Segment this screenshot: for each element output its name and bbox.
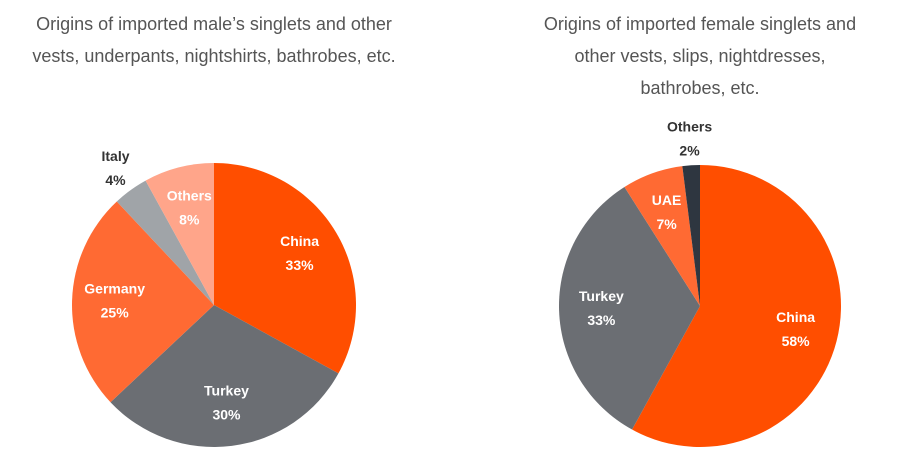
slice-value-label: 33% bbox=[587, 312, 616, 328]
slice-label: China bbox=[280, 233, 319, 249]
pie-slice bbox=[145, 163, 214, 305]
slice-value-label: 4% bbox=[105, 172, 126, 188]
slice-value-label: 2% bbox=[679, 143, 700, 159]
slice-label: China bbox=[776, 309, 815, 325]
slice-label: Turkey bbox=[579, 288, 624, 304]
slice-value-label: 58% bbox=[782, 333, 811, 349]
slice-label: UAE bbox=[652, 192, 682, 208]
slice-label: Others bbox=[167, 187, 212, 203]
slice-value-label: 7% bbox=[656, 216, 677, 232]
slice-label: Others bbox=[667, 119, 712, 135]
pie-slice bbox=[559, 186, 700, 430]
slice-label: Germany bbox=[84, 281, 145, 297]
pie-slice bbox=[71, 201, 214, 403]
slice-value-label: 25% bbox=[101, 305, 130, 321]
pie-slice bbox=[624, 166, 700, 306]
pie-slice bbox=[682, 165, 700, 306]
slice-label: Turkey bbox=[204, 382, 249, 398]
chart-title: Origins of imported female singlets and … bbox=[543, 14, 857, 98]
chart-title: Origins of imported male’s singlets and … bbox=[32, 14, 396, 66]
slice-value-label: 8% bbox=[179, 211, 200, 227]
pie-slice bbox=[632, 165, 842, 448]
slice-value-label: 33% bbox=[286, 257, 315, 273]
pie-slice bbox=[116, 180, 214, 305]
pie-slice bbox=[214, 163, 356, 374]
slice-label: Italy bbox=[102, 148, 130, 164]
slice-value-label: 30% bbox=[212, 406, 241, 422]
pie-slice bbox=[110, 305, 339, 447]
